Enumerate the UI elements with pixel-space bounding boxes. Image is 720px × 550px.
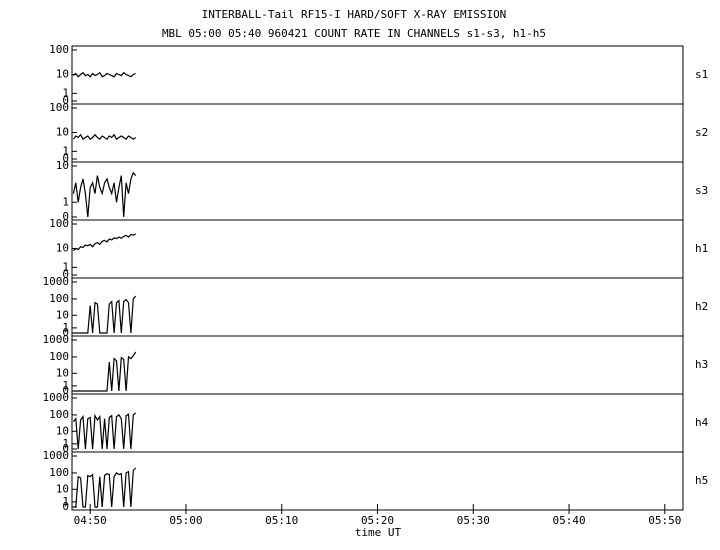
y-tick-label: 10 [56,159,69,172]
panel-frame [71,277,684,337]
x-tick-label: 05:00 [169,514,202,527]
panel-frame [71,335,684,395]
y-tick-label: 1000 [43,449,70,462]
x-tick-label: 05:10 [265,514,298,527]
y-tick-label: 0 [62,268,69,281]
y-tick-label: 1000 [43,391,70,404]
y-tick-label: 1 [62,321,69,334]
x-axis-label: time UT [355,526,402,539]
panel-label: s1 [695,68,708,81]
y-tick-label: 0 [62,94,69,107]
y-tick-label: 10 [56,308,69,321]
y-tick-label: 0 [62,442,69,455]
data-line [72,133,137,141]
x-tick-label: 05:40 [552,514,585,527]
y-tick-label: 1 [62,195,69,208]
data-line [73,467,137,508]
y-tick-label: 1 [62,144,69,157]
panel-label: h3 [695,358,708,371]
panel-frame [71,161,684,221]
y-tick-label: 0 [62,210,69,223]
x-tick-label: 04:50 [74,514,107,527]
panel-label: h2 [695,300,708,313]
y-tick-label: 1 [62,437,69,450]
y-tick-label: 100 [49,408,69,421]
y-tick-label: 100 [49,101,69,114]
y-tick-label: 100 [49,466,69,479]
x-tick-label: 05:50 [648,514,681,527]
panel-label: s2 [695,126,708,139]
panel-frame [71,219,684,279]
panel-frame [71,45,684,105]
chart-subtitle: MBL 05:00 05:40 960421 COUNT RATE IN CHA… [162,27,546,40]
x-tick-label: 05:20 [361,514,394,527]
y-tick-label: 10 [56,126,69,139]
y-tick-label: 0 [62,152,69,165]
y-tick-label: 1 [62,495,69,508]
chart-title: INTERBALL-Tail RF15-I HARD/SOFT X-RAY EM… [202,8,507,21]
panel-frame [71,103,684,163]
y-tick-label: 10 [56,242,69,255]
y-tick-label: 1 [62,86,69,99]
y-tick-label: 100 [49,350,69,363]
data-line [73,295,137,334]
y-tick-label: 10 [56,482,69,495]
y-tick-label: 10 [56,68,69,81]
x-tick-label: 05:30 [457,514,490,527]
y-tick-label: 100 [49,43,69,56]
y-tick-label: 100 [49,292,69,305]
y-tick-label: 10 [56,424,69,437]
y-tick-label: 0 [62,384,69,397]
data-line [72,171,137,218]
panel-label: h1 [695,242,708,255]
y-tick-label: 100 [49,217,69,230]
panel-label: h5 [695,474,708,487]
data-line [72,233,136,252]
y-tick-label: 1 [62,379,69,392]
panel-frame [71,393,684,453]
y-tick-label: 1000 [43,333,70,346]
panel-frame [71,451,684,511]
data-line [73,351,137,392]
y-tick-label: 10 [56,366,69,379]
data-line [73,71,136,78]
data-line [72,412,137,450]
y-tick-label: 0 [62,500,69,513]
y-tick-label: 1000 [43,275,70,288]
panel-label: s3 [695,184,708,197]
y-tick-label: 1 [62,260,69,273]
panel-label: h4 [695,416,709,429]
y-tick-label: 0 [62,326,69,339]
